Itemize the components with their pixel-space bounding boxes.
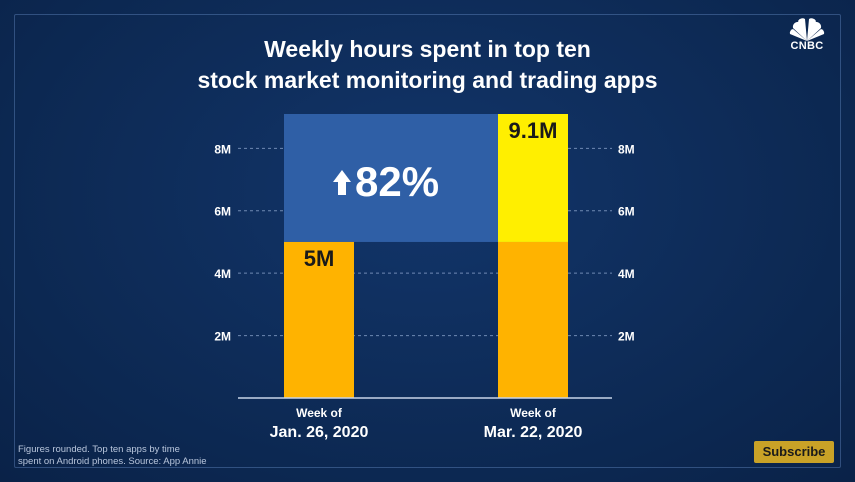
logo-text: CNBC <box>790 40 824 52</box>
x-label-0-line2: Jan. 26, 2020 <box>270 424 369 441</box>
y-tick-left-2M: 2M <box>214 330 231 344</box>
y-tick-right-6M: 6M <box>618 205 635 219</box>
y-tick-right-4M: 4M <box>618 267 635 281</box>
chart-title: Weekly hours spent in top ten stock mark… <box>0 34 855 96</box>
y-tick-left-8M: 8M <box>214 142 231 156</box>
title-line-1: Weekly hours spent in top ten <box>264 36 591 62</box>
bar-1-increase <box>498 114 568 242</box>
change-percent-label: 82% <box>355 158 439 205</box>
y-tick-right-2M: 2M <box>618 330 635 344</box>
subscribe-button[interactable]: Subscribe <box>754 441 834 463</box>
x-label-1-line1: Week of <box>510 406 557 420</box>
peacock-icon <box>789 18 825 41</box>
cnbc-logo: CNBC <box>779 18 835 62</box>
value-label-0: 5M <box>304 246 335 271</box>
y-tick-left-4M: 4M <box>214 267 231 281</box>
x-label-0-line1: Week of <box>296 406 343 420</box>
up-arrow-icon <box>333 170 351 195</box>
value-label-1: 9.1M <box>509 118 558 143</box>
bar-1-base <box>498 241 568 398</box>
bar-0 <box>284 241 354 398</box>
x-label-1-line2: Mar. 22, 2020 <box>484 424 583 441</box>
title-line-2: stock market monitoring and trading apps <box>197 67 658 93</box>
source-footnote: Figures rounded. Top ten apps by time sp… <box>18 444 248 468</box>
footnote-line-1: Figures rounded. Top ten apps by time <box>18 444 180 455</box>
footnote-line-2: spent on Android phones. Source: App Ann… <box>18 456 207 467</box>
y-tick-left-6M: 6M <box>214 205 231 219</box>
y-tick-right-8M: 8M <box>618 142 635 156</box>
